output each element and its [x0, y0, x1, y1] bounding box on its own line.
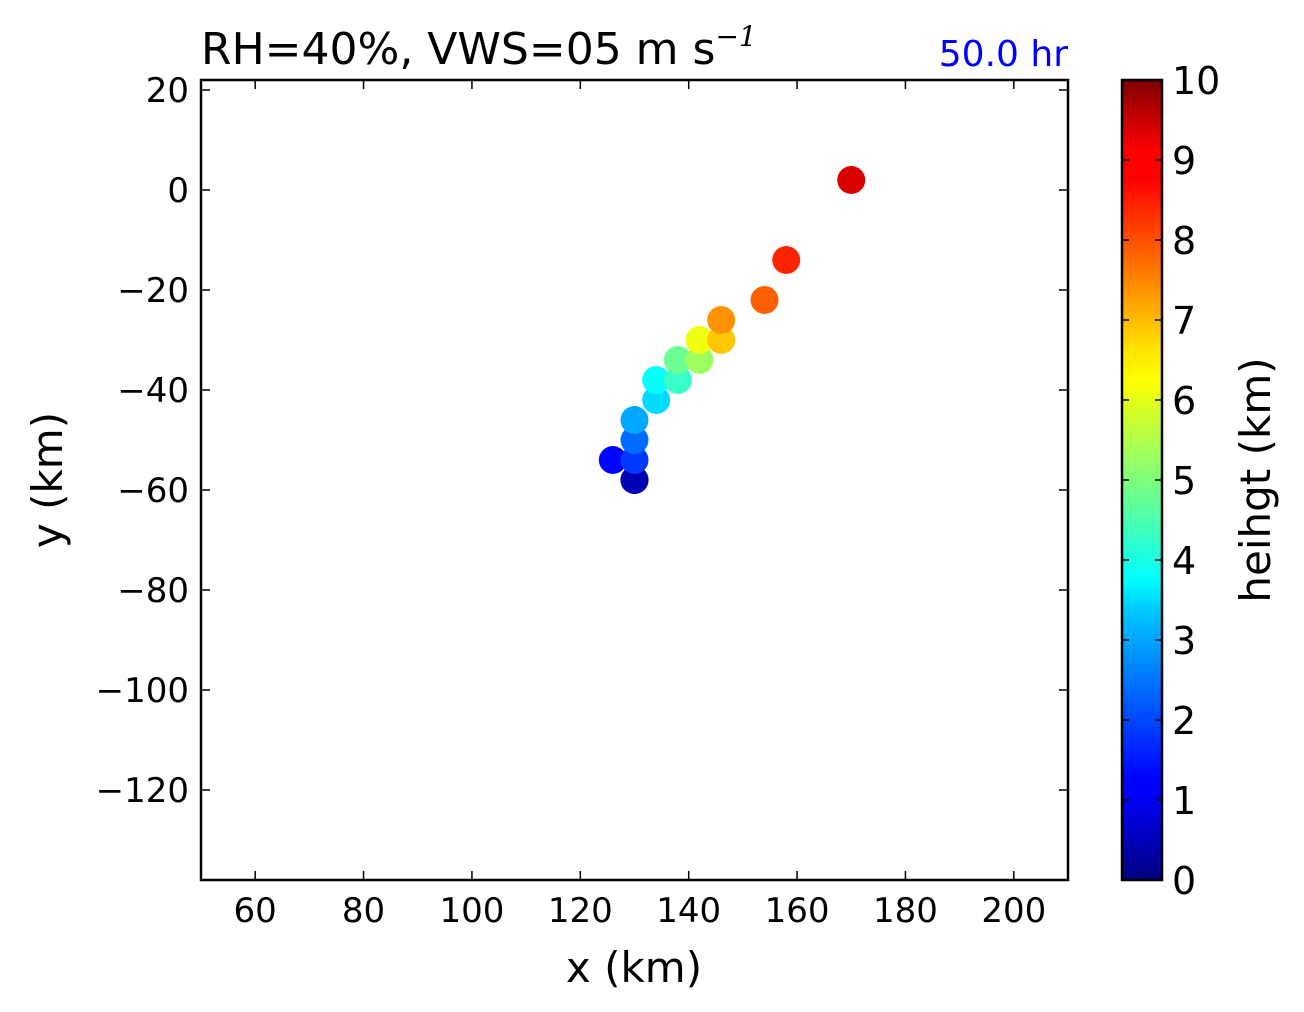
- scatter-point: [663, 366, 692, 394]
- scatter-point: [772, 246, 801, 274]
- colorbar-tick-label: 1: [1172, 779, 1196, 823]
- y-tick-label: −60: [117, 471, 189, 511]
- x-tick-label: 140: [656, 891, 721, 931]
- y-tick-label: −20: [117, 271, 189, 311]
- scatter-point: [685, 326, 714, 354]
- scatter-point: [620, 406, 649, 434]
- x-tick-label: 180: [873, 891, 938, 931]
- scatter-point: [620, 426, 649, 454]
- scatter-point: [685, 346, 714, 374]
- colorbar-tick-label: 6: [1172, 379, 1196, 423]
- scatter-point: [707, 306, 736, 334]
- y-tick-label: −40: [117, 371, 189, 411]
- x-axis-label: x (km): [566, 943, 702, 992]
- scatter-point: [837, 166, 866, 194]
- y-tick-label: 0: [167, 171, 189, 211]
- chart-title-main: RH=40%, VWS=05 m s: [201, 24, 715, 75]
- data-points: [598, 166, 866, 494]
- y-tick-label: −120: [96, 771, 189, 811]
- colorbar-tick-label: 0: [1172, 859, 1196, 903]
- scatter-point: [642, 366, 671, 394]
- colorbar-ticks: 0 1 2 3 4 5 6 7 8 9 10: [1122, 59, 1220, 903]
- chart-title-superscript: −1: [715, 20, 756, 53]
- colorbar-tick-label: 9: [1172, 139, 1196, 183]
- scatter-point: [663, 346, 692, 374]
- y-tick-label: −100: [96, 671, 189, 711]
- scatter-point: [598, 446, 627, 474]
- x-tick-label: 60: [234, 891, 277, 931]
- scatter-point: [620, 466, 649, 494]
- colorbar-tick-label: 3: [1172, 619, 1196, 663]
- x-tick-label: 160: [765, 891, 830, 931]
- scatter-point: [707, 326, 736, 354]
- chart-title: RH=40%, VWS=05 m s−1: [201, 20, 757, 75]
- colorbar-tick-label: 10: [1172, 59, 1220, 103]
- x-tick-label: 200: [981, 891, 1046, 931]
- scatter-point: [642, 386, 671, 414]
- colorbar-tick-label: 4: [1172, 539, 1196, 583]
- x-tick-label: 120: [548, 891, 613, 931]
- scatter-point: [620, 446, 649, 474]
- y-axis: 20 0 −20 −40 −60 −80 −100 −120: [96, 71, 1068, 811]
- colorbar-tick-label: 8: [1172, 219, 1196, 263]
- y-axis-label: y (km): [23, 412, 72, 548]
- colorbar-tick-label: 5: [1172, 459, 1196, 503]
- scatter-point: [750, 286, 779, 314]
- colorbar-tick-label: 2: [1172, 699, 1196, 743]
- x-axis: 60 80 100 120 140 160 180 200: [234, 80, 1046, 931]
- time-label: 50.0 hr: [939, 34, 1068, 75]
- y-tick-label: 20: [146, 71, 189, 111]
- x-tick-label: 100: [439, 891, 504, 931]
- x-tick-label: 80: [342, 891, 385, 931]
- colorbar-label: heihgt (km): [1231, 357, 1280, 602]
- y-tick-label: −80: [117, 571, 189, 611]
- colorbar-tick-label: 7: [1172, 299, 1196, 343]
